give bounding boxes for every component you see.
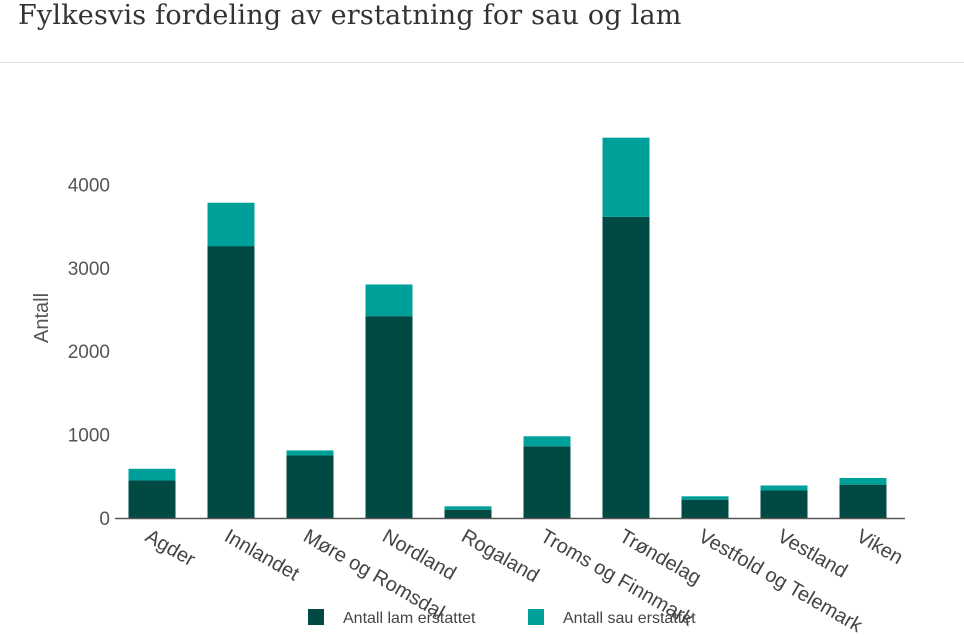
legend-swatch (308, 609, 324, 625)
bar-lam-5[interactable] (523, 446, 571, 518)
bar-sau-0[interactable] (128, 468, 176, 481)
bar-lam-4[interactable] (444, 509, 492, 518)
y-tick-label: 4000 (68, 175, 110, 196)
bar-lam-9[interactable] (839, 484, 887, 518)
y-axis-ticks: 0 1000 2000 3000 4000 (68, 175, 110, 530)
legend-item-sau[interactable]: Antall sau erstattet (528, 609, 696, 627)
legend-swatch (528, 609, 544, 625)
x-tick-label: Viken (853, 525, 907, 569)
title-divider (0, 62, 964, 63)
bar-sau-2[interactable] (286, 450, 334, 456)
bar-lam-8[interactable] (760, 490, 808, 518)
bar-lam-1[interactable] (207, 246, 255, 519)
x-tick-label: Innlandet (221, 525, 304, 585)
legend[interactable]: Antall lam erstattet Antall sau erstattet (308, 609, 696, 627)
bars (128, 137, 887, 519)
legend-item-lam[interactable]: Antall lam erstattet (308, 609, 476, 627)
bar-lam-7[interactable] (681, 499, 729, 518)
bar-lam-0[interactable] (128, 480, 176, 518)
y-tick-label: 0 (99, 509, 110, 530)
bar-sau-8[interactable] (760, 485, 808, 491)
bar-lam-3[interactable] (365, 316, 413, 518)
bar-sau-9[interactable] (839, 477, 887, 485)
page-title: Fylkesvis fordeling av erstatning for sa… (18, 0, 682, 31)
bar-sau-6[interactable] (602, 137, 650, 217)
bar-sau-3[interactable] (365, 284, 413, 317)
bar-sau-5[interactable] (523, 436, 571, 447)
legend-label: Antall sau erstattet (563, 610, 696, 627)
y-tick-label: 2000 (68, 342, 110, 363)
y-tick-label: 1000 (68, 426, 110, 447)
legend-label: Antall lam erstattet (343, 610, 476, 627)
y-axis-label: Antall (31, 293, 53, 343)
bar-sau-4[interactable] (444, 506, 492, 510)
bar-sau-7[interactable] (681, 496, 729, 500)
x-tick-label: Agder (142, 525, 200, 571)
bar-lam-2[interactable] (286, 455, 334, 518)
bar-sau-1[interactable] (207, 202, 255, 247)
y-tick-label: 3000 (68, 259, 110, 280)
x-tick-label: Rogaland (458, 525, 543, 587)
bar-lam-6[interactable] (602, 216, 650, 518)
